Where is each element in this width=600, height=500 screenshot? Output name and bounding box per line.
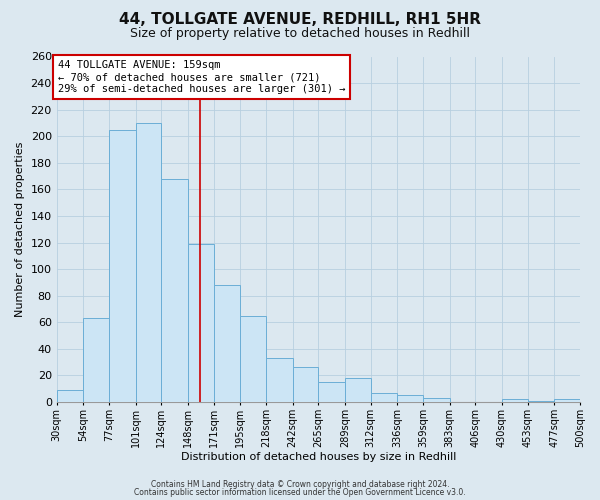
Bar bbox=[83, 318, 109, 402]
Text: Contains public sector information licensed under the Open Government Licence v3: Contains public sector information licen… bbox=[134, 488, 466, 497]
Text: Size of property relative to detached houses in Redhill: Size of property relative to detached ho… bbox=[130, 28, 470, 40]
Bar bbox=[345, 378, 371, 402]
Y-axis label: Number of detached properties: Number of detached properties bbox=[15, 142, 25, 317]
Bar bbox=[161, 179, 188, 402]
Bar bbox=[397, 396, 423, 402]
X-axis label: Distribution of detached houses by size in Redhill: Distribution of detached houses by size … bbox=[181, 452, 456, 462]
Bar bbox=[188, 244, 214, 402]
Bar bbox=[319, 382, 345, 402]
Bar bbox=[293, 368, 319, 402]
Bar bbox=[56, 390, 83, 402]
Bar bbox=[109, 130, 136, 402]
Text: 44 TOLLGATE AVENUE: 159sqm
← 70% of detached houses are smaller (721)
29% of sem: 44 TOLLGATE AVENUE: 159sqm ← 70% of deta… bbox=[58, 60, 345, 94]
Text: 44, TOLLGATE AVENUE, REDHILL, RH1 5HR: 44, TOLLGATE AVENUE, REDHILL, RH1 5HR bbox=[119, 12, 481, 28]
Bar bbox=[527, 400, 554, 402]
Bar bbox=[371, 392, 397, 402]
Bar bbox=[266, 358, 293, 402]
Bar bbox=[241, 316, 266, 402]
Bar bbox=[423, 398, 450, 402]
Bar bbox=[214, 285, 241, 402]
Bar bbox=[136, 123, 161, 402]
Bar bbox=[502, 400, 527, 402]
Text: Contains HM Land Registry data © Crown copyright and database right 2024.: Contains HM Land Registry data © Crown c… bbox=[151, 480, 449, 489]
Bar bbox=[554, 400, 580, 402]
